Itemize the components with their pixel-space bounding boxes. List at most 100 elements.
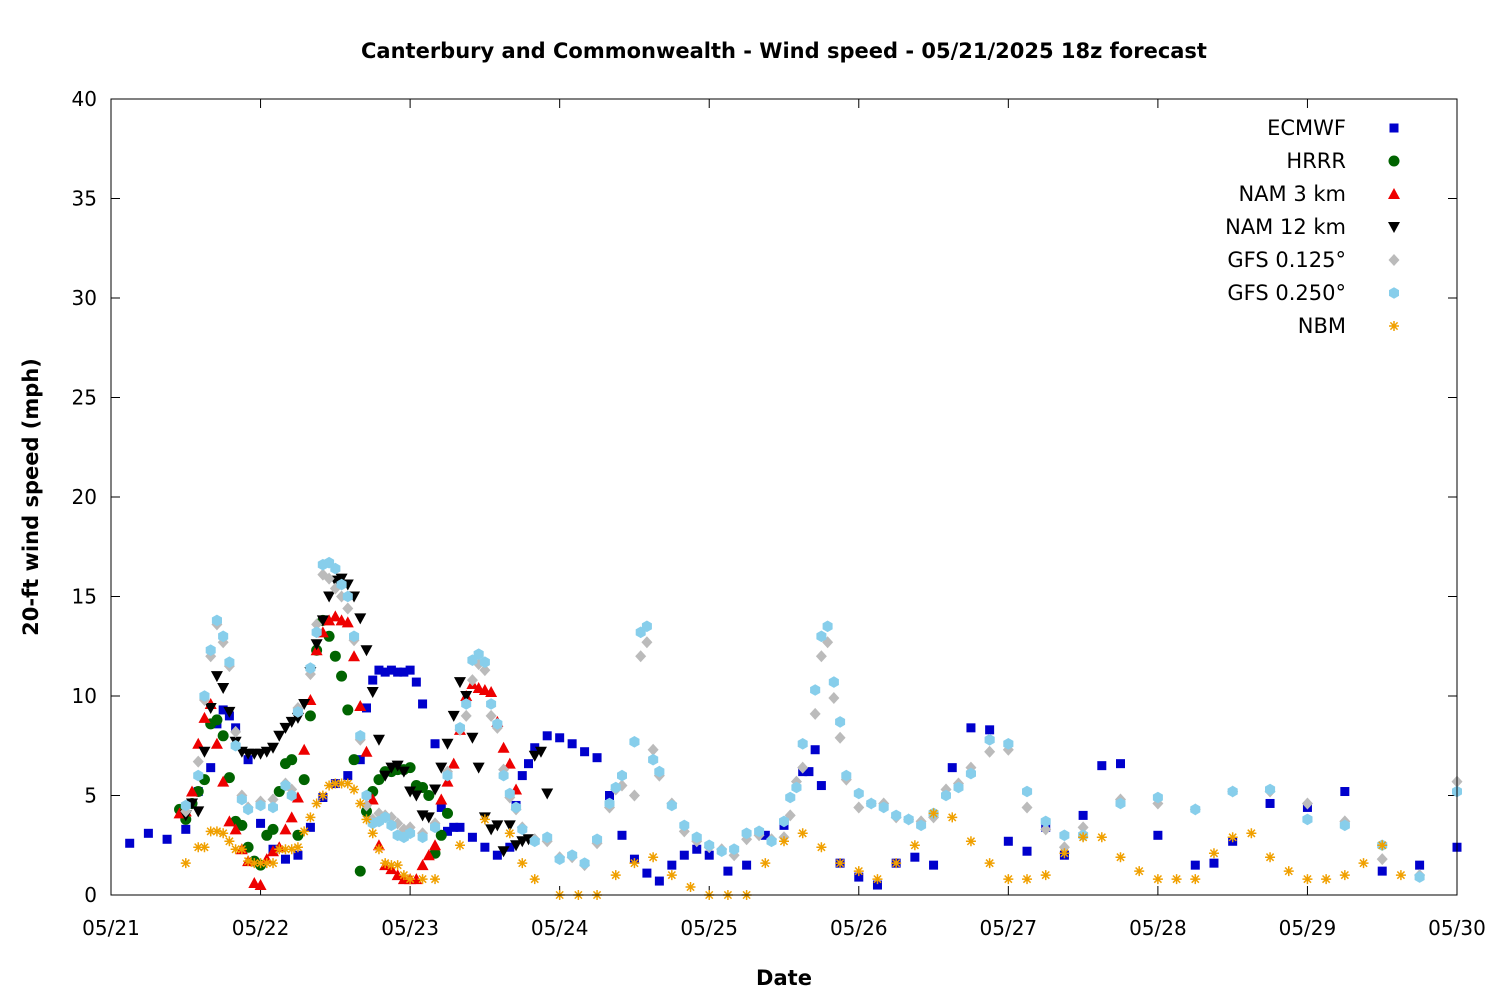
data-point-nbm — [380, 858, 391, 869]
data-point-hrrr — [348, 754, 360, 766]
data-point-ecmwf — [742, 860, 752, 870]
data-point-nbm — [249, 858, 260, 869]
data-point-gfs-0-250 — [542, 831, 553, 844]
data-point-nam-12-km — [503, 820, 516, 832]
data-point-nbm — [211, 826, 222, 837]
data-point-gfs-0-250 — [716, 845, 727, 857]
data-point-nbm — [1321, 874, 1332, 885]
data-point-nbm — [336, 778, 347, 789]
data-point-nam-12-km — [223, 706, 236, 718]
data-point-gfs-0-250 — [486, 698, 497, 710]
data-point-nbm — [224, 836, 235, 847]
data-point-gfs-0-250 — [941, 789, 951, 802]
data-point-nbm — [342, 778, 353, 789]
data-point-nbm — [928, 808, 939, 819]
x-tick-label: 05/23 — [381, 916, 439, 940]
data-point-gfs-0-250 — [641, 620, 652, 633]
data-point-ecmwf — [910, 852, 920, 862]
data-point-ecmwf — [679, 850, 689, 860]
data-point-gfs-0-250 — [336, 578, 347, 591]
data-point-nam-12-km — [441, 738, 454, 750]
data-point-gfs-0-125 — [628, 789, 640, 802]
data-point-hrrr — [267, 823, 279, 835]
data-point-hrrr — [342, 704, 354, 716]
data-point-gfs-0-250 — [1022, 785, 1033, 798]
data-point-nbm — [479, 814, 490, 825]
data-point-gfs-0-250 — [984, 734, 995, 746]
data-point-nbm — [1358, 858, 1369, 869]
data-point-nbm — [1302, 874, 1313, 885]
data-point-nam-3-km — [416, 859, 429, 871]
data-point-gfs-0-250 — [405, 827, 416, 840]
data-point-gfs-0-125 — [815, 650, 827, 663]
data-point-gfs-0-250 — [610, 781, 621, 794]
plot-frame — [110, 98, 1458, 896]
data-point-nbm — [1265, 852, 1276, 863]
data-point-ecmwf — [654, 876, 664, 886]
data-point-gfs-0-250 — [218, 630, 229, 643]
data-point-gfs-0-125 — [267, 793, 279, 806]
data-point-gfs-0-250 — [579, 857, 590, 869]
data-point-nbm — [648, 852, 659, 863]
data-point-nam-12-km — [435, 762, 448, 774]
data-point-ecmwf — [524, 759, 534, 769]
data-point-gfs-0-125 — [647, 743, 659, 756]
data-point-gfs-0-250 — [953, 781, 964, 794]
data-point-nam-3-km — [210, 737, 223, 749]
data-point-ecmwf — [343, 771, 353, 781]
data-point-gfs-0-125 — [466, 674, 478, 687]
data-point-nam-12-km — [534, 746, 547, 758]
data-point-ecmwf — [760, 830, 770, 840]
data-point-nam-12-km — [285, 716, 298, 728]
data-point-ecmwf — [947, 763, 957, 773]
data-point-gfs-0-250 — [255, 799, 266, 812]
data-point-nam-12-km — [192, 806, 205, 818]
data-point-nbm — [317, 790, 328, 801]
data-point-gfs-0-250 — [386, 819, 397, 832]
data-point-ecmwf — [411, 677, 421, 687]
data-point-nbm — [180, 858, 191, 869]
data-point-gfs-0-250 — [679, 819, 690, 832]
data-point-gfs-0-250 — [903, 813, 914, 826]
data-point-nam-12-km — [279, 722, 292, 734]
data-point-nbm — [386, 860, 397, 871]
data-point-ecmwf — [293, 850, 303, 860]
data-point-nam-12-km — [198, 746, 211, 758]
data-point-ecmwf — [985, 725, 995, 735]
data-point-ecmwf — [1265, 798, 1275, 808]
data-point-ecmwf — [467, 832, 477, 842]
data-point-gfs-0-125 — [797, 761, 809, 774]
data-point-gfs-0-125 — [230, 725, 242, 738]
data-point-gfs-0-250 — [1339, 819, 1350, 832]
data-point-nbm — [1059, 848, 1070, 859]
data-point-gfs-0-125 — [984, 745, 996, 758]
data-point-nam-3-km — [229, 823, 242, 835]
data-point-ecmwf — [1190, 860, 1200, 870]
data-point-ecmwf — [181, 824, 191, 834]
data-point-ecmwf — [449, 822, 459, 832]
data-point-gfs-0-125 — [834, 731, 846, 744]
data-point-nam-3-km — [267, 845, 280, 857]
data-point-nbm — [1115, 852, 1126, 863]
y-tick-label: 0 — [84, 883, 97, 907]
data-point-nbm — [373, 844, 384, 855]
legend-label-nam-3-km: NAM 3 km — [1238, 182, 1346, 206]
data-point-nbm — [947, 812, 958, 823]
data-point-nbm — [243, 856, 254, 867]
data-point-nam-3-km — [348, 650, 361, 662]
data-point-gfs-0-250 — [461, 698, 472, 710]
data-point-ecmwf — [436, 802, 446, 812]
data-point-nam-12-km — [485, 824, 498, 836]
data-point-nbm — [1078, 832, 1089, 843]
data-point-gfs-0-125 — [311, 618, 323, 631]
data-point-nam-3-km — [422, 849, 435, 861]
data-point-ecmwf — [642, 868, 652, 878]
data-point-gfs-0-250 — [754, 825, 765, 838]
data-point-nam-3-km — [341, 616, 354, 628]
data-point-hrrr — [217, 730, 229, 742]
data-point-gfs-0-250 — [504, 787, 515, 800]
data-point-nbm — [835, 858, 846, 869]
data-point-nbm — [984, 858, 995, 869]
data-point-ecmwf — [305, 822, 315, 832]
data-point-hrrr — [211, 714, 223, 726]
